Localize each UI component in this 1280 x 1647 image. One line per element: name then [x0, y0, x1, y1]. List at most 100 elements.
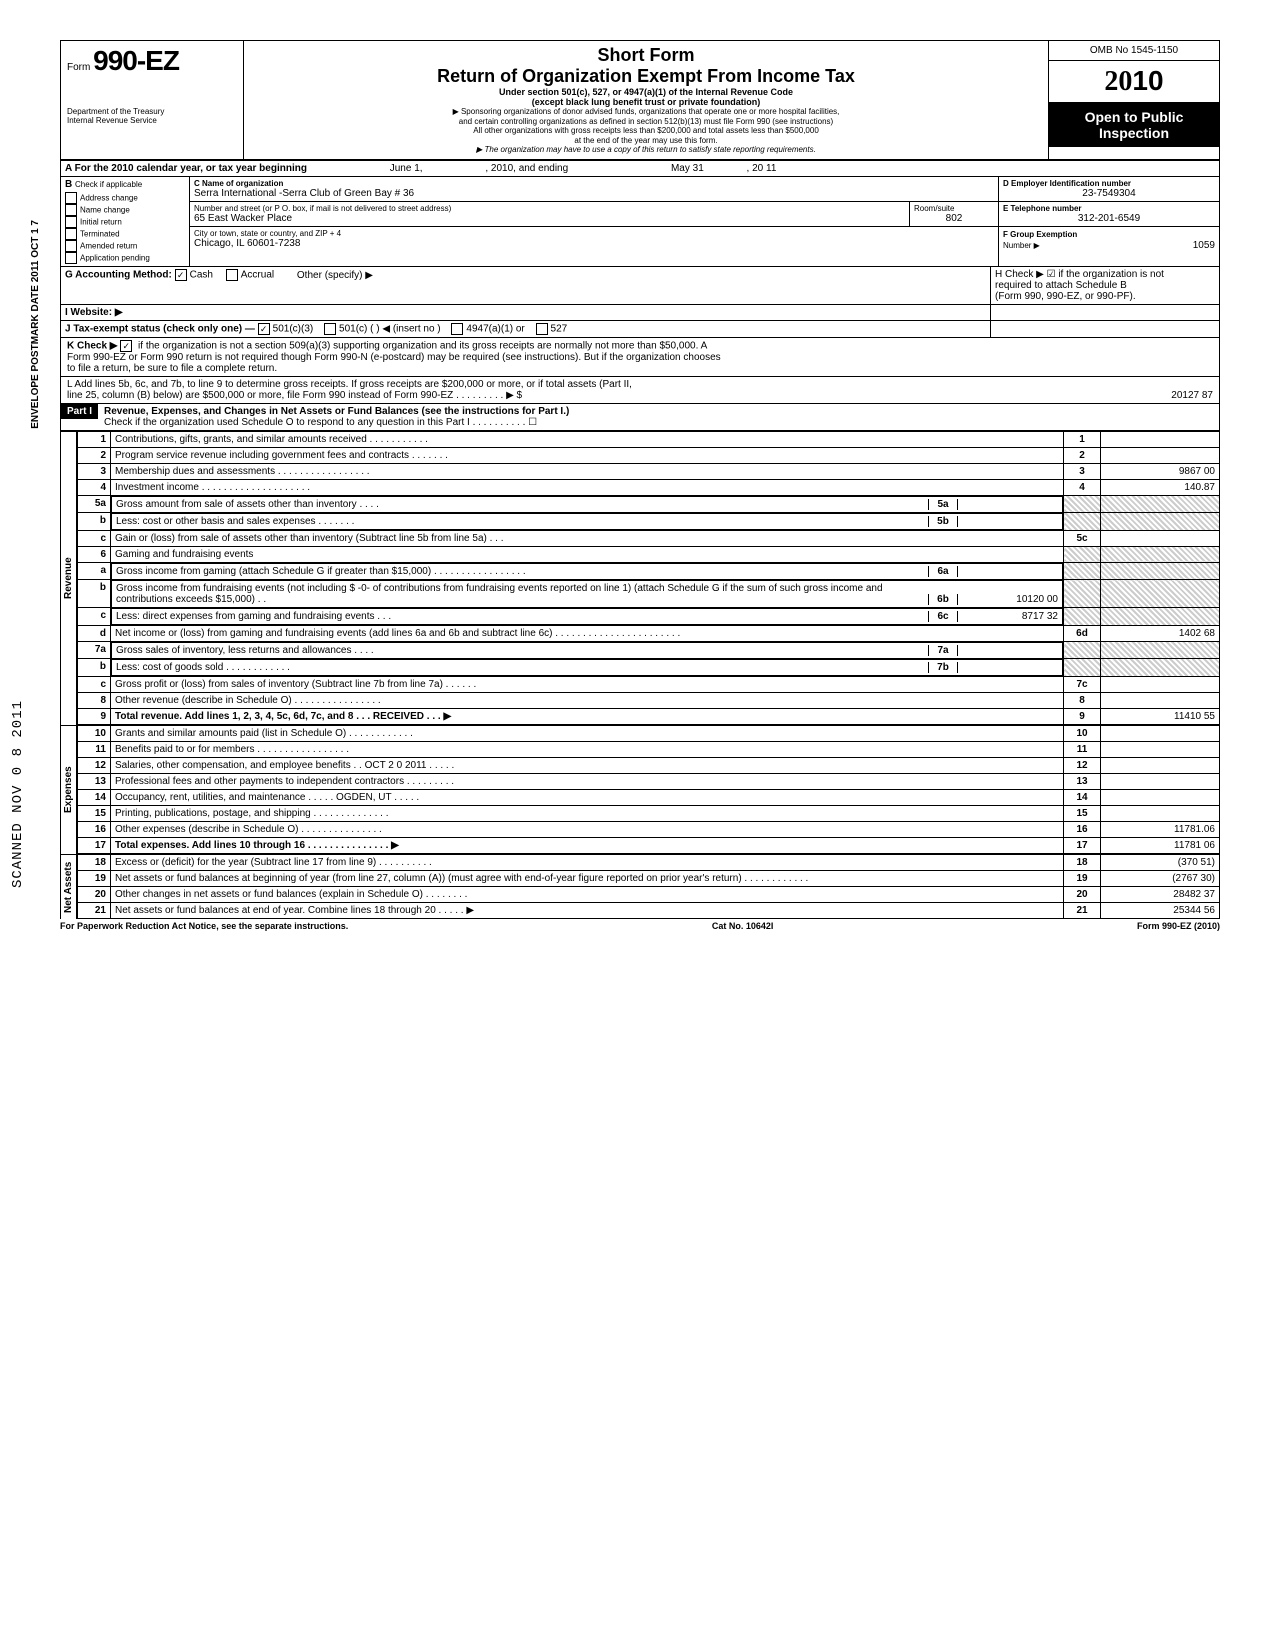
fine-1: ▶ Sponsoring organizations of donor advi… — [254, 107, 1038, 117]
section-f-label: F Group Exemption — [1003, 230, 1077, 239]
row-l-t2: line 25, column (B) below) are $500,000 … — [67, 390, 522, 401]
l9-amt: 11410 55 — [1101, 708, 1220, 724]
l21-num: 21 — [78, 902, 111, 918]
l13-amt — [1101, 773, 1220, 789]
part1-label: Part I — [61, 404, 98, 419]
l6a-shade2 — [1101, 562, 1220, 580]
l11-amt — [1101, 741, 1220, 757]
l7a-num: 7a — [78, 641, 111, 659]
l1-desc: Contributions, gifts, grants, and simila… — [111, 431, 1064, 447]
chk-address-change[interactable] — [65, 192, 77, 204]
return-title: Return of Organization Exempt From Incom… — [254, 66, 1038, 87]
l11-box: 11 — [1064, 741, 1101, 757]
revenue-table: 1Contributions, gifts, grants, and simil… — [77, 431, 1220, 725]
net-assets-label: Net Assets — [61, 854, 77, 919]
fine-3: All other organizations with gross recei… — [254, 126, 1038, 136]
row-j: J Tax-exempt status (check only one) — ✓… — [60, 321, 1220, 338]
chk-terminated[interactable] — [65, 228, 77, 240]
opt-terminated: Terminated — [80, 230, 120, 239]
l18-amt: (370 51) — [1101, 854, 1220, 870]
part1-title: Revenue, Expenses, and Changes in Net As… — [104, 406, 569, 417]
l4-num: 4 — [78, 479, 111, 495]
section-c-label: C Name of organization — [194, 179, 994, 188]
postmark-side-text: ENVELOPE POSTMARK DATE 2011 OCT 1 7 — [30, 220, 41, 429]
l5b-box: 5b — [928, 516, 957, 527]
city-label: City or town, state or country, and ZIP … — [194, 229, 994, 238]
room-number: 802 — [914, 213, 994, 224]
l1-num: 1 — [78, 431, 111, 447]
part1-header: Part I Revenue, Expenses, and Changes in… — [60, 404, 1220, 431]
form-prefix: Form — [67, 62, 90, 73]
chk-cash[interactable]: ✓ — [175, 269, 187, 281]
chk-k[interactable]: ✓ — [120, 340, 132, 352]
chk-4947[interactable] — [451, 323, 463, 335]
dept-irs: Internal Revenue Service — [67, 116, 237, 125]
l21-desc: Net assets or fund balances at end of ye… — [111, 902, 1064, 918]
chk-amended[interactable] — [65, 240, 77, 252]
l8-box: 8 — [1064, 692, 1101, 708]
l19-amt: (2767 30) — [1101, 870, 1220, 886]
l15-desc: Printing, publications, postage, and shi… — [111, 805, 1064, 821]
l19-desc: Net assets or fund balances at beginning… — [111, 870, 1064, 886]
l5c-num: c — [78, 530, 111, 546]
row-j-label: J Tax-exempt status (check only one) — — [65, 324, 255, 335]
line-a-mid: , 2010, and ending — [485, 163, 568, 174]
expenses-table: 10Grants and similar amounts paid (list … — [77, 725, 1220, 854]
section-b-check: Check if applicable — [75, 180, 142, 189]
form-number: 990-EZ — [93, 45, 179, 76]
footer-mid: Cat No. 10642I — [712, 921, 774, 931]
chk-name-change[interactable] — [65, 204, 77, 216]
chk-accrual[interactable] — [226, 269, 238, 281]
l20-amt: 28482 37 — [1101, 886, 1220, 902]
l7a-shade2 — [1101, 641, 1220, 659]
l8-num: 8 — [78, 692, 111, 708]
l7b-desc: Less: cost of goods sold . . . . . . . .… — [116, 662, 928, 673]
l6a-amt — [957, 566, 1058, 577]
l6a-num: a — [78, 562, 111, 580]
chk-initial-return[interactable] — [65, 216, 77, 228]
opt-cash: Cash — [190, 270, 213, 281]
l6-desc: Gaming and fundraising events — [111, 546, 1064, 562]
l6-shade2 — [1101, 546, 1220, 562]
l2-desc: Program service revenue including govern… — [111, 447, 1064, 463]
l10-box: 10 — [1064, 725, 1101, 741]
l6a-shade — [1064, 562, 1101, 580]
group-exemption: 1059 — [1193, 240, 1215, 251]
omb-number: OMB No 1545-1150 — [1049, 41, 1219, 61]
l7b-amt — [957, 662, 1058, 673]
l8-amt — [1101, 692, 1220, 708]
open-public: Open to Public Inspection — [1049, 103, 1219, 147]
row-k: K Check ▶ ✓ if the organization is not a… — [60, 338, 1220, 377]
l6d-desc: Net income or (loss) from gaming and fun… — [111, 625, 1064, 641]
l3-box: 3 — [1064, 463, 1101, 479]
l6b-shade2 — [1101, 580, 1220, 608]
l17-amt: 11781 06 — [1101, 837, 1220, 853]
l21-box: 21 — [1064, 902, 1101, 918]
l7c-desc: Gross profit or (loss) from sales of inv… — [111, 676, 1064, 692]
l2-amt — [1101, 447, 1220, 463]
room-label: Room/suite — [914, 204, 994, 213]
l6c-desc: Less: direct expenses from gaming and fu… — [116, 611, 928, 622]
expenses-label: Expenses — [61, 725, 77, 854]
opt-address-change: Address change — [80, 194, 138, 203]
l5a-amt — [957, 499, 1058, 510]
chk-501c3[interactable]: ✓ — [258, 323, 270, 335]
l6b-desc: Gross income from fundraising events (no… — [116, 583, 928, 605]
scanned-side-text: SCANNED NOV 0 8 2011 — [10, 700, 26, 888]
chk-pending[interactable] — [65, 252, 77, 264]
l18-num: 18 — [78, 854, 111, 870]
chk-501c[interactable] — [324, 323, 336, 335]
l5b-shade — [1064, 513, 1101, 531]
chk-527[interactable] — [536, 323, 548, 335]
l11-desc: Benefits paid to or for members . . . . … — [111, 741, 1064, 757]
l6c-shade2 — [1101, 608, 1220, 626]
l17-desc: Total expenses. Add lines 10 through 16 … — [115, 840, 399, 851]
l4-box: 4 — [1064, 479, 1101, 495]
l5b-desc: Less: cost or other basis and sales expe… — [116, 516, 928, 527]
line-a-label: A For the 2010 calendar year, or tax yea… — [65, 163, 307, 174]
l6-shade — [1064, 546, 1101, 562]
row-h-3: (Form 990, 990-EZ, or 990-PF). — [995, 291, 1215, 302]
net-assets-table: 18Excess or (deficit) for the year (Subt… — [77, 854, 1220, 919]
l1-box: 1 — [1064, 431, 1101, 447]
l18-box: 18 — [1064, 854, 1101, 870]
